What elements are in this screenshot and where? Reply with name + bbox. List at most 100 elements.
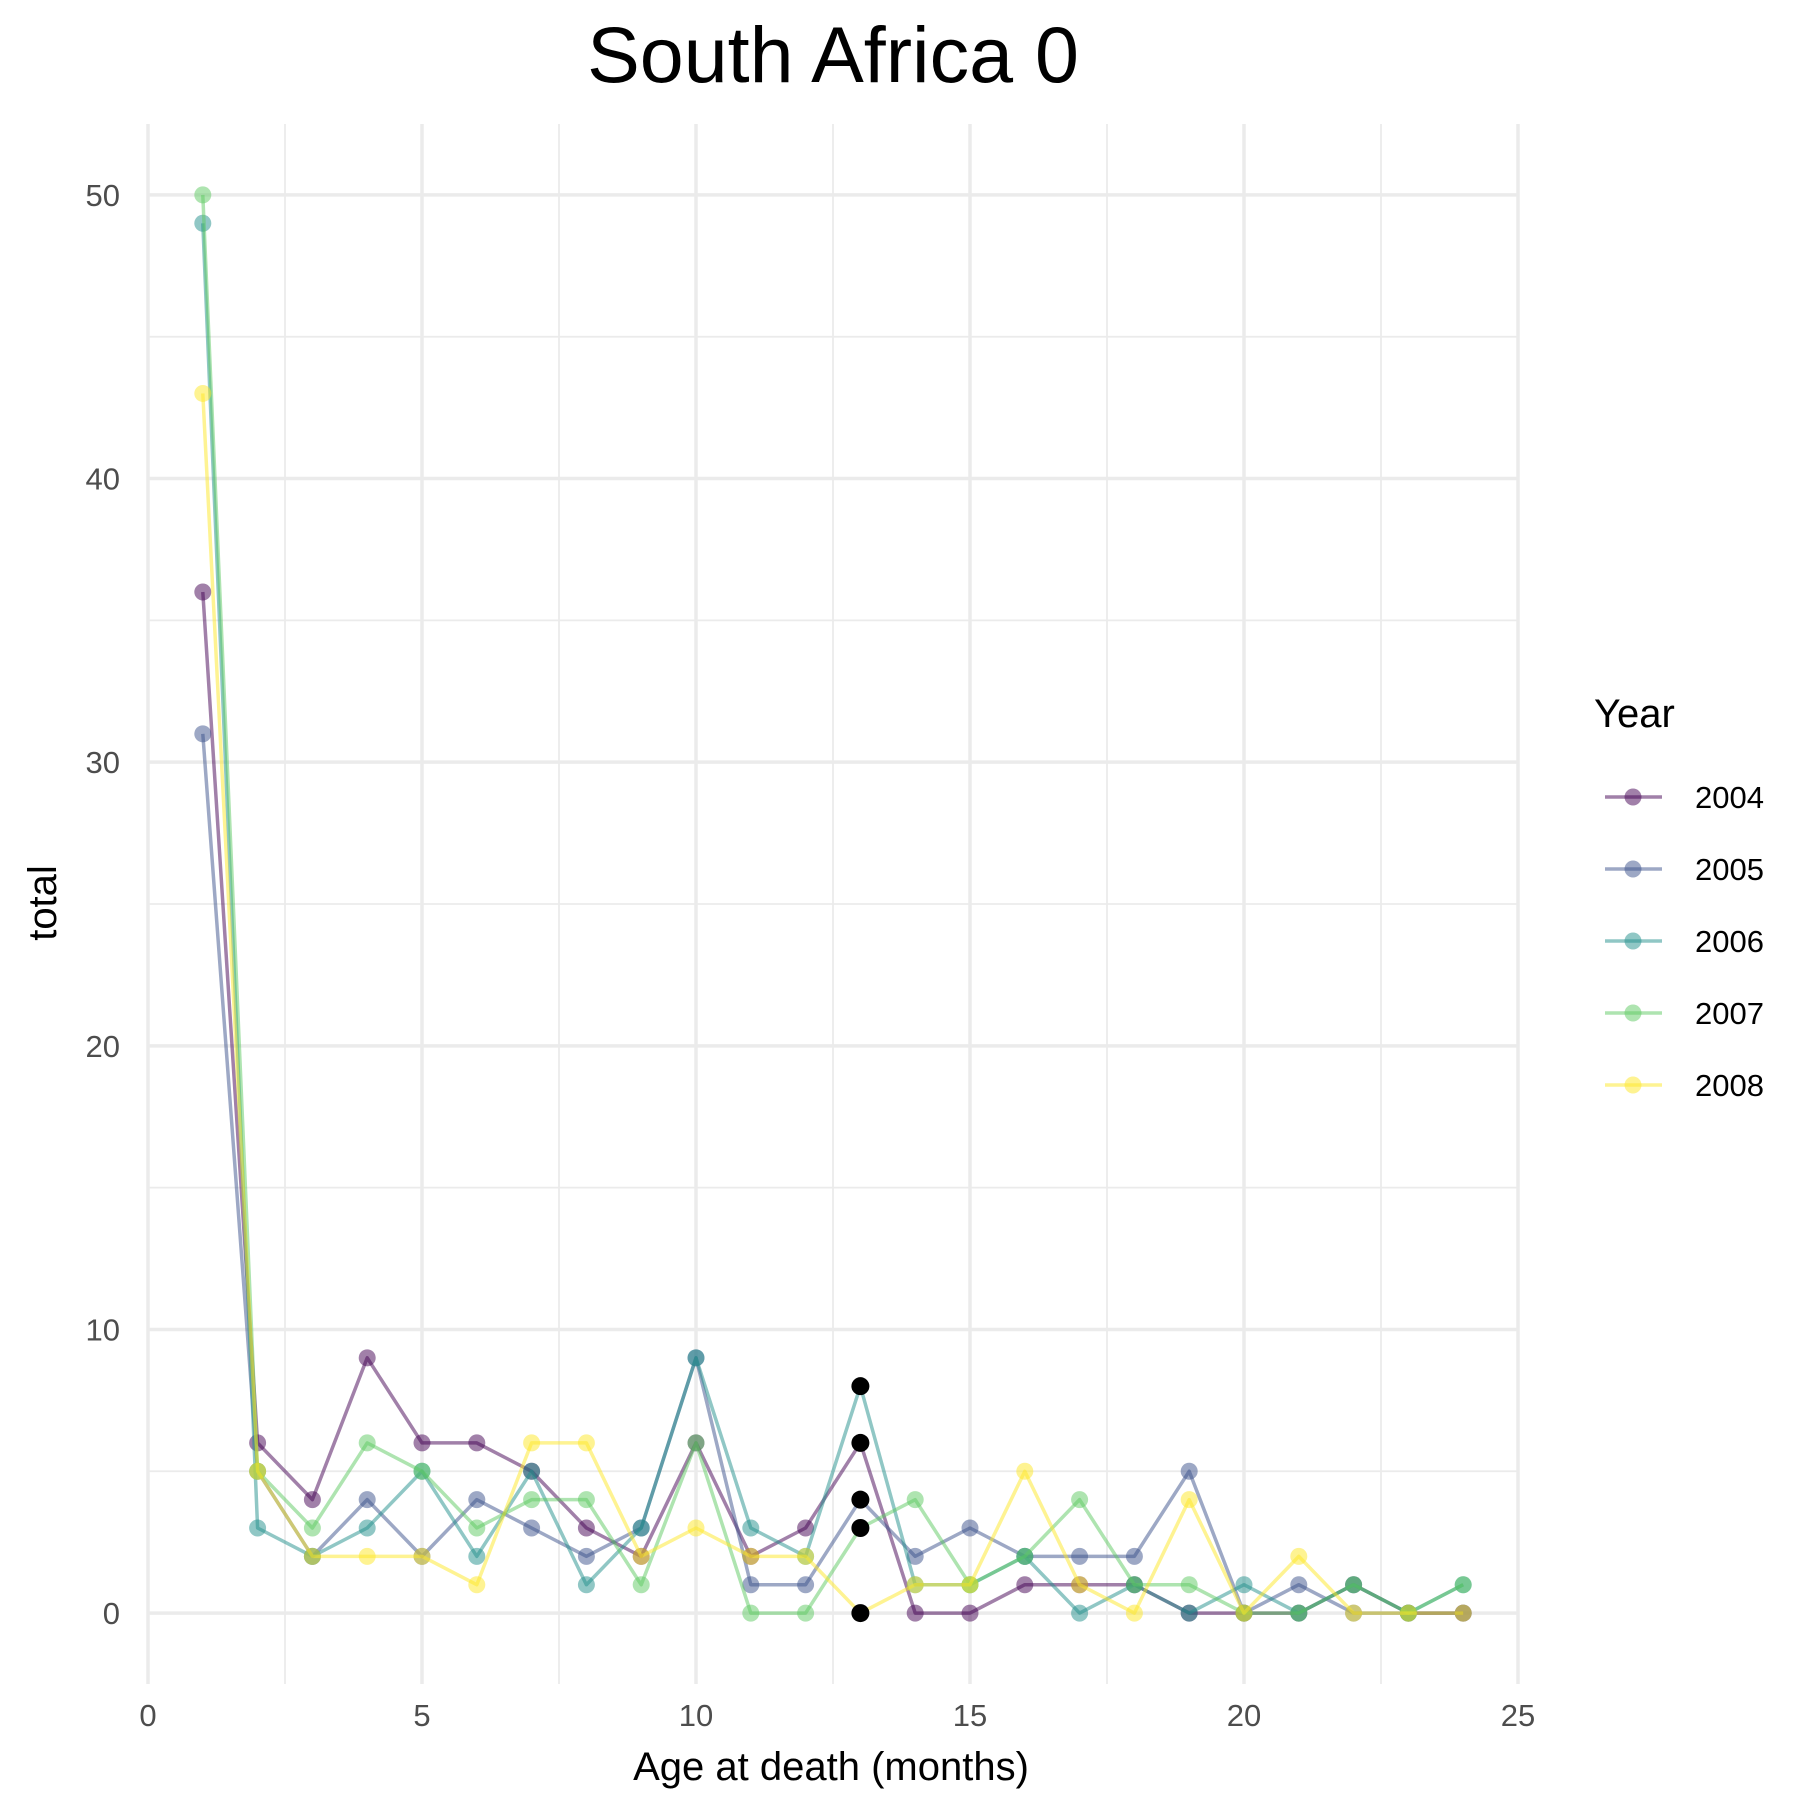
series-line <box>201 393 1464 1615</box>
data-point <box>906 1604 924 1622</box>
x-tick-label: 20 <box>1227 1698 1261 1733</box>
data-point <box>1016 1547 1034 1565</box>
y-tick-label: 30 <box>86 745 120 780</box>
legend-item-2007: 2007 <box>1605 996 1764 1031</box>
legend-title: Year <box>1594 692 1675 736</box>
legend-key-point <box>1624 860 1642 878</box>
data-point <box>1016 1576 1034 1594</box>
series-line <box>201 194 1465 1615</box>
chart-title: South Africa 0 <box>587 10 1079 99</box>
data-point <box>687 1349 705 1367</box>
data-point <box>906 1576 924 1594</box>
data-point <box>1071 1491 1089 1509</box>
data-point <box>1071 1547 1089 1565</box>
data-point <box>1180 1462 1198 1480</box>
highlight-point <box>851 1377 870 1396</box>
data-point <box>906 1491 924 1509</box>
data-point <box>413 1462 431 1480</box>
highlight-point <box>851 1519 870 1537</box>
data-point <box>523 1462 541 1480</box>
y-axis-title: total <box>21 865 65 941</box>
data-point <box>1290 1576 1308 1594</box>
y-tick-label: 10 <box>86 1312 120 1347</box>
y-tick-label: 20 <box>86 1029 120 1064</box>
legend-key-point <box>1624 932 1642 950</box>
data-point <box>1125 1547 1143 1565</box>
data-point <box>1399 1604 1417 1622</box>
data-point <box>1071 1576 1089 1594</box>
data-point <box>358 1547 376 1565</box>
data-point <box>358 1491 376 1509</box>
data-point <box>358 1349 376 1367</box>
y-tick-label: 50 <box>86 178 120 213</box>
data-point <box>1345 1576 1363 1594</box>
highlight-point <box>851 1490 870 1509</box>
data-point <box>468 1576 486 1594</box>
data-point <box>797 1547 815 1565</box>
data-point <box>1180 1491 1198 1509</box>
legend-label: 2006 <box>1695 924 1764 959</box>
y-tick-labels: 0 10 20 30 40 50 <box>86 178 120 1631</box>
data-point <box>1345 1604 1363 1622</box>
highlight-point <box>851 1433 870 1452</box>
series-line <box>201 733 1464 1615</box>
data-point <box>577 1491 595 1509</box>
legend-key-point <box>1624 1004 1642 1022</box>
data-point <box>797 1604 815 1622</box>
data-point <box>1235 1576 1253 1594</box>
legend-label: 2004 <box>1695 780 1764 815</box>
legend-label: 2007 <box>1695 996 1764 1031</box>
legend-item-2006: 2006 <box>1605 924 1764 959</box>
data-point <box>194 186 212 204</box>
highlight-layer <box>851 1377 870 1623</box>
y-tick-label: 40 <box>86 462 120 497</box>
data-point <box>577 1519 595 1537</box>
data-point <box>468 1434 486 1452</box>
data-point <box>961 1604 979 1622</box>
data-point <box>906 1547 924 1565</box>
y-tick-label: 0 <box>103 1596 120 1631</box>
series-2008 <box>194 384 1472 1622</box>
x-tick-label: 25 <box>1501 1698 1535 1733</box>
data-point <box>1290 1547 1308 1565</box>
legend-key-point <box>1624 1076 1642 1094</box>
data-point <box>577 1547 595 1565</box>
data-point <box>194 725 212 743</box>
legend: Year 2004 2005 2006 2007 2008 <box>1594 692 1764 1103</box>
data-point <box>523 1434 541 1452</box>
data-point <box>303 1547 321 1565</box>
x-axis-title: Age at death (months) <box>633 1745 1029 1789</box>
data-point <box>577 1434 595 1452</box>
data-point <box>797 1576 815 1594</box>
data-point <box>687 1434 705 1452</box>
data-point <box>1125 1604 1143 1622</box>
data-point <box>194 384 212 402</box>
data-point <box>413 1434 431 1452</box>
data-point <box>1235 1604 1253 1622</box>
x-tick-label: 15 <box>953 1698 987 1733</box>
data-point <box>742 1604 760 1622</box>
data-point <box>468 1491 486 1509</box>
x-tick-label: 5 <box>413 1698 430 1733</box>
data-point <box>961 1576 979 1594</box>
x-tick-labels: 0 5 10 15 20 25 <box>139 1698 1535 1733</box>
data-point <box>632 1519 650 1537</box>
data-point <box>1454 1604 1472 1622</box>
data-point <box>358 1434 376 1452</box>
data-point <box>687 1519 705 1537</box>
data-point <box>1071 1604 1089 1622</box>
grid <box>146 124 1520 1684</box>
data-point <box>797 1519 815 1537</box>
data-point <box>468 1519 486 1537</box>
data-point <box>358 1519 376 1537</box>
highlight-point <box>851 1604 870 1623</box>
data-point <box>632 1547 650 1565</box>
data-point <box>1290 1604 1308 1622</box>
series-line <box>201 223 1465 1615</box>
data-point <box>961 1519 979 1537</box>
data-point <box>303 1491 321 1509</box>
data-point <box>249 1519 267 1537</box>
data-point <box>742 1547 760 1565</box>
